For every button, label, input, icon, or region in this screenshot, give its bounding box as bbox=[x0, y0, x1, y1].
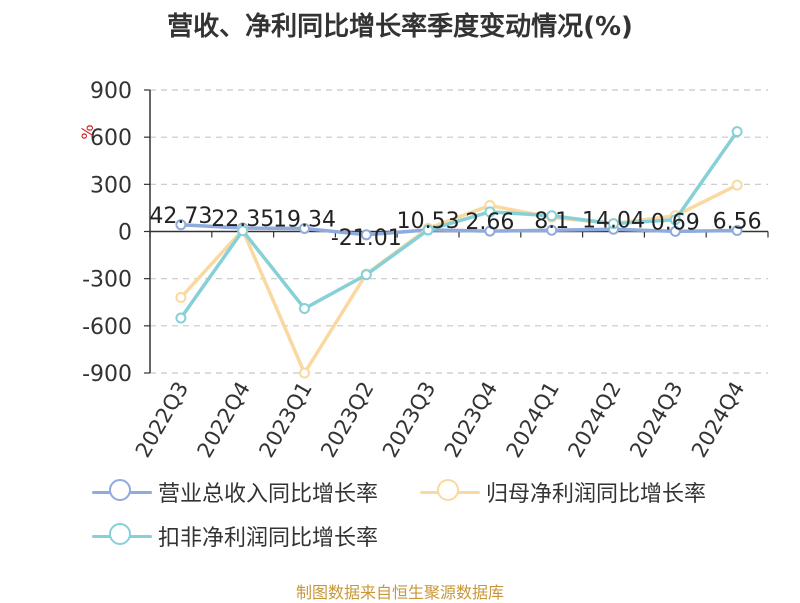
data-point bbox=[299, 222, 310, 234]
data-point bbox=[360, 269, 372, 281]
data-point bbox=[731, 224, 743, 236]
y-tick-label: -600 bbox=[82, 315, 132, 340]
y-tick-label: 300 bbox=[90, 173, 132, 198]
series-lines bbox=[175, 126, 743, 379]
y-axis-label: % bbox=[78, 124, 97, 139]
data-label: 22.35 bbox=[211, 207, 274, 232]
chart-title: 营收、净利同比增长率季度变动情况(%) bbox=[167, 12, 633, 42]
data-point bbox=[546, 224, 558, 236]
y-tick-label: -900 bbox=[82, 362, 132, 387]
data-point bbox=[299, 367, 310, 379]
data-point bbox=[484, 206, 496, 218]
data-point bbox=[175, 219, 187, 231]
data-point bbox=[175, 292, 187, 304]
data-label: 2.66 bbox=[465, 210, 514, 235]
x-tick-label: 2023Q2 bbox=[316, 378, 378, 462]
x-tick-label: 2024Q1 bbox=[502, 378, 564, 462]
data-label: -21.01 bbox=[331, 226, 402, 251]
x-tick-label: 2024Q2 bbox=[563, 378, 625, 462]
series-line-1 bbox=[179, 183, 738, 375]
data-label: 14.04 bbox=[582, 208, 645, 233]
data-label: 8.1 bbox=[534, 209, 569, 234]
data-point bbox=[422, 224, 434, 236]
data-point bbox=[669, 214, 681, 226]
series-line-2 bbox=[179, 130, 739, 319]
y-tick-label: 900 bbox=[90, 79, 132, 104]
data-label: 42.73 bbox=[149, 204, 212, 229]
data-point bbox=[669, 225, 681, 237]
x-tick-label: 2024Q4 bbox=[687, 378, 749, 462]
data-point bbox=[608, 218, 619, 230]
data-label: 19.34 bbox=[273, 207, 336, 232]
data-point bbox=[484, 225, 496, 237]
data-point bbox=[360, 229, 372, 241]
x-tick-label: 2023Q1 bbox=[254, 378, 316, 462]
x-tick-label: 2023Q3 bbox=[378, 377, 440, 461]
data-label: 10.53 bbox=[397, 209, 460, 234]
y-tick-label: 600 bbox=[90, 126, 132, 151]
data-point bbox=[299, 303, 310, 315]
source-note: 制图数据来自恒生聚源数据库 bbox=[295, 583, 504, 602]
x-tick-label: 2023Q4 bbox=[440, 378, 502, 462]
x-tick-label: 2024Q3 bbox=[625, 378, 687, 462]
grid-lines bbox=[150, 89, 768, 374]
x-tick-label: 2022Q3 bbox=[131, 378, 193, 462]
data-label: 0.69 bbox=[651, 210, 700, 235]
data-point bbox=[237, 225, 249, 237]
data-point bbox=[731, 179, 743, 191]
series-line-0 bbox=[180, 223, 738, 237]
data-point bbox=[175, 312, 187, 324]
x-tick-label: 2022Q4 bbox=[193, 378, 255, 462]
data-label: 6.56 bbox=[713, 209, 762, 234]
data-point bbox=[731, 126, 743, 138]
y-tick-label: 0 bbox=[118, 221, 132, 246]
y-tick-label: -300 bbox=[82, 268, 132, 293]
data-point bbox=[546, 210, 558, 222]
